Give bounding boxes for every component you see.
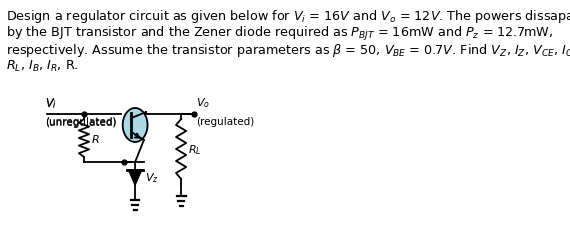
Text: (unregulated): (unregulated) xyxy=(45,116,117,126)
Text: $V_z$: $V_z$ xyxy=(145,171,158,185)
Text: $R$: $R$ xyxy=(91,132,99,144)
Circle shape xyxy=(123,109,148,142)
Text: $V_i$: $V_i$ xyxy=(45,97,57,110)
Text: respectively. Assume the transistor parameters as $\beta$ = 50, $V_{BE}$ = 0.7$V: respectively. Assume the transistor para… xyxy=(6,42,570,59)
Text: $R_L$, $I_B$, $I_R$, R.: $R_L$, $I_B$, $I_R$, R. xyxy=(6,59,79,74)
Text: $V_i$: $V_i$ xyxy=(45,96,57,109)
Text: (regulated): (regulated) xyxy=(197,116,255,126)
Text: by the BJT transistor and the Zener diode required as $P_{BJT}$ = 16mW and $P_z$: by the BJT transistor and the Zener diod… xyxy=(6,25,553,43)
Text: $R_L$: $R_L$ xyxy=(188,143,201,156)
Text: (unregulated): (unregulated) xyxy=(45,118,117,128)
Text: $V_o$: $V_o$ xyxy=(197,96,210,109)
Text: Design a regulator circuit as given below for $V_i$ = 16$V$ and $V_o$ = 12$V$. T: Design a regulator circuit as given belo… xyxy=(6,8,570,25)
Polygon shape xyxy=(129,170,142,185)
